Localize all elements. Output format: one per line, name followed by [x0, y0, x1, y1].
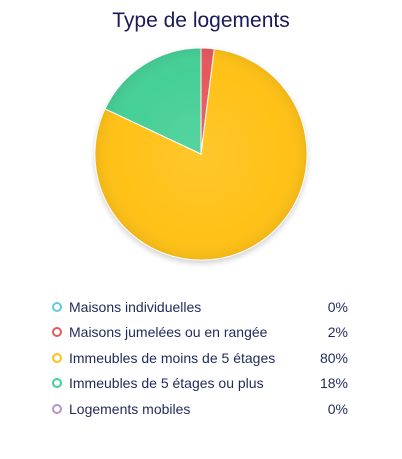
legend-marker-icon — [52, 327, 62, 338]
legend-value: 18% — [319, 375, 348, 392]
legend-marker-icon — [52, 403, 62, 414]
legend-item[interactable]: Logements mobiles 0% — [52, 396, 348, 422]
legend-label: Immeubles de moins de 5 étages — [69, 349, 276, 366]
legend-value: 0% — [327, 400, 348, 417]
legend-value: 2% — [327, 324, 348, 341]
legend-label: Logements mobiles — [69, 400, 191, 417]
legend-label: Maisons individuelles — [69, 298, 202, 315]
chart-legend: Maisons individuelles 0% Maisons jumelées … — [52, 294, 348, 422]
legend-item[interactable]: Immeubles de 5 étages ou plus 18% — [52, 371, 348, 397]
legend-marker-icon — [52, 352, 62, 363]
legend-marker-icon — [52, 301, 62, 312]
legend-value: 0% — [327, 298, 348, 315]
pie-chart — [94, 47, 308, 261]
legend-label: Maisons jumelées ou en rangée — [69, 324, 268, 341]
legend-label: Immeubles de 5 étages ou plus — [69, 375, 264, 392]
legend-item[interactable]: Maisons individuelles 0% — [52, 294, 348, 320]
legend-item[interactable]: Maisons jumelées ou en rangée 2% — [52, 320, 348, 346]
legend-item[interactable]: Immeubles de moins de 5 étages 80% — [52, 345, 348, 371]
legend-value: 80% — [319, 349, 348, 366]
chart-title: Type de logements — [112, 9, 290, 32]
legend-marker-icon — [52, 378, 62, 389]
